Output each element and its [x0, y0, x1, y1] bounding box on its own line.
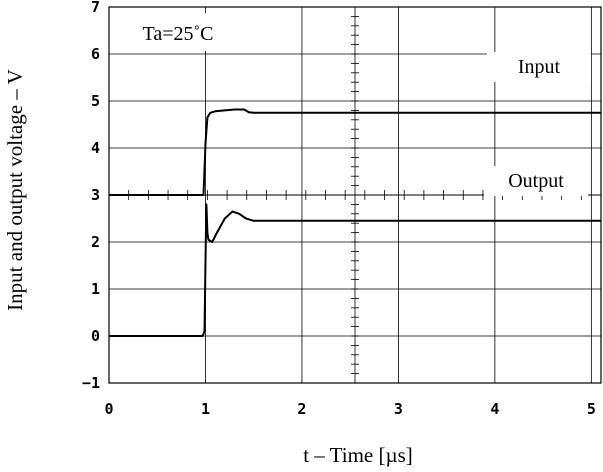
x-tick-label: 2 [297, 400, 306, 418]
y-tick-label: 6 [91, 45, 100, 63]
y-tick-label: 7 [91, 0, 100, 16]
series-line-output [109, 203, 601, 337]
y-axis-label: Input and output voltage – V [3, 69, 27, 311]
x-tick-label: 1 [201, 400, 210, 418]
plot-frame [108, 6, 602, 384]
series-label-output: Output [508, 170, 564, 192]
series-labels: Input Output [484, 52, 591, 196]
series-line-input [109, 108, 601, 196]
x-tick-label: 0 [104, 400, 113, 418]
y-tick-label: 0 [91, 327, 100, 345]
y-tick-label: 2 [91, 233, 100, 251]
y-tick-label: 3 [91, 186, 100, 204]
series-label-input: Input [518, 56, 561, 78]
y-tick-label: 5 [91, 92, 100, 110]
series-group [109, 108, 601, 337]
annotation-temperature: Ta=25˚C [143, 23, 214, 45]
x-tick-label: 5 [587, 400, 596, 418]
x-tick-label: 4 [490, 400, 499, 418]
y-tick-label: 1 [91, 280, 100, 298]
series-label-bg [487, 52, 591, 82]
y-tick-label: −1 [82, 374, 100, 392]
x-tick-label: 3 [394, 400, 403, 418]
annotation-box [113, 13, 243, 51]
y-tick-labels: −1 0 1 2 3 4 5 6 7 [82, 0, 100, 392]
x-axis-label: t – Time [µs] [303, 443, 413, 467]
x-tick-labels: 0 1 2 3 4 5 [104, 400, 595, 418]
series-label-bg [484, 166, 588, 196]
y-tick-label: 4 [91, 139, 100, 157]
